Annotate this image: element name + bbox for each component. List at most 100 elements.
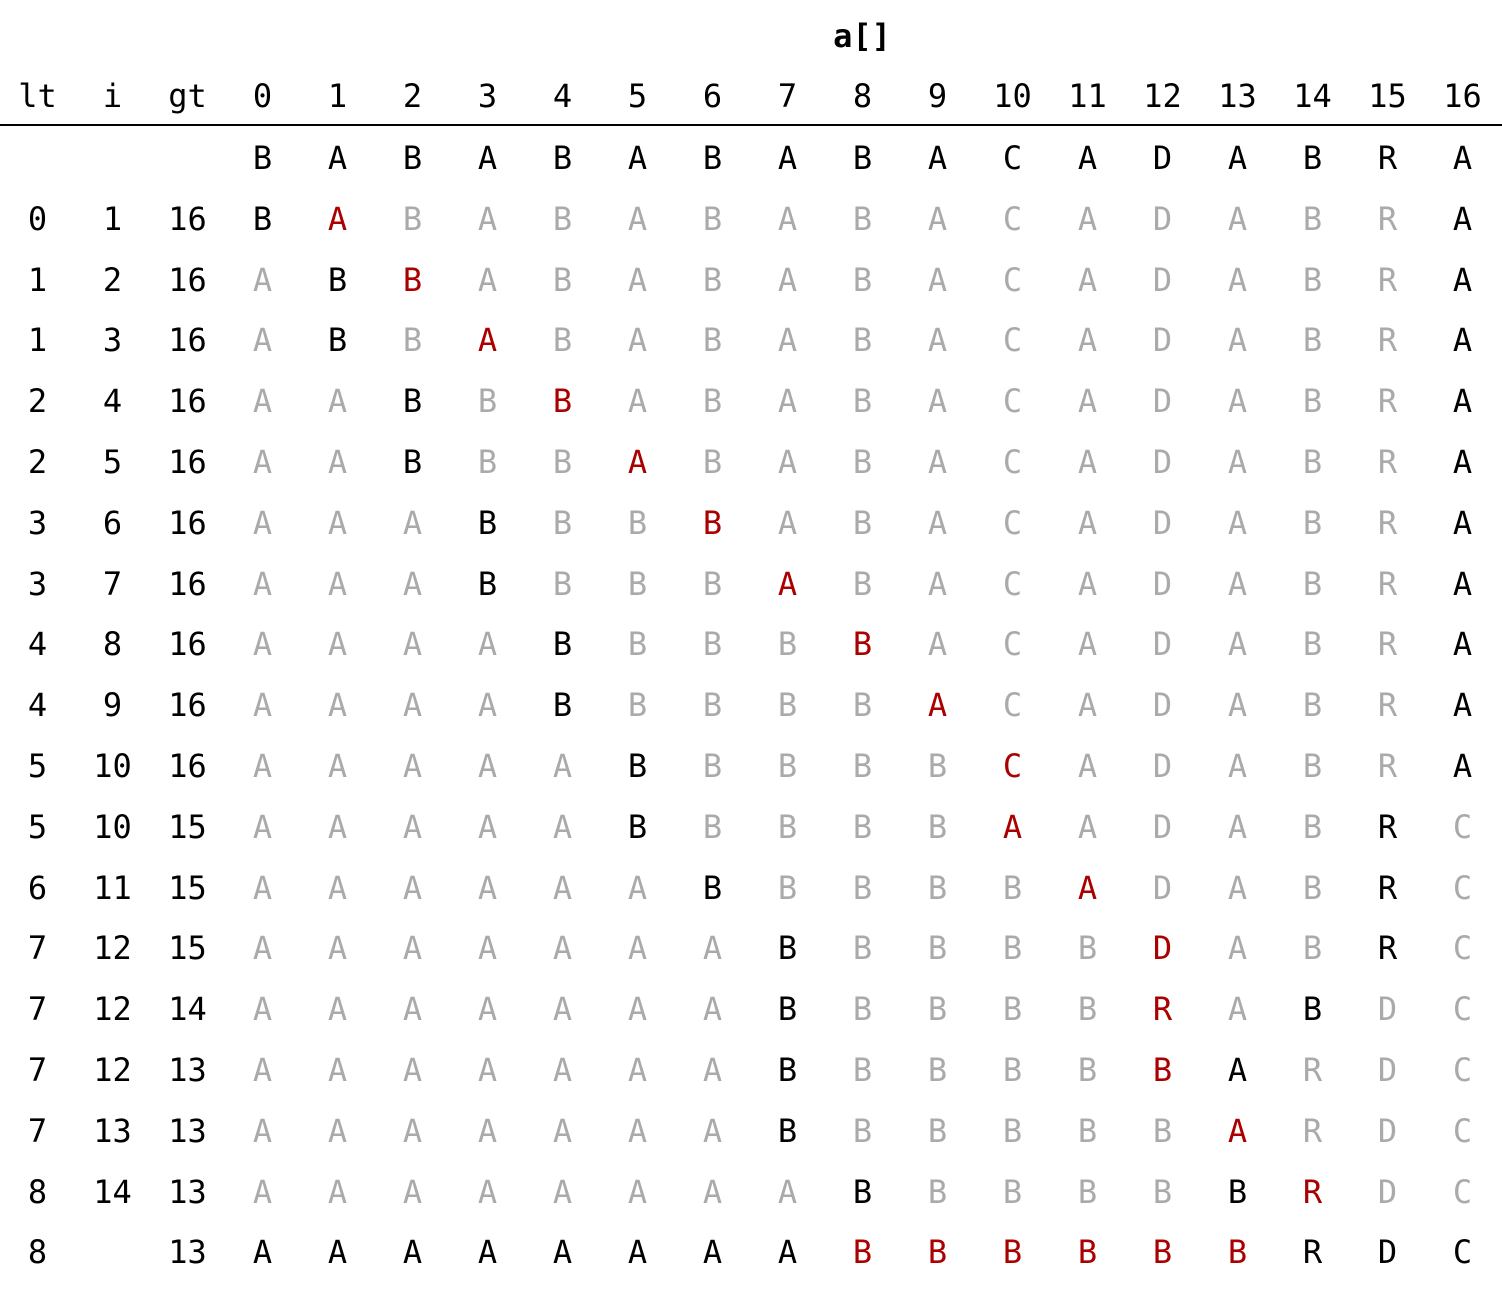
array-cell: C xyxy=(1002,321,1023,360)
array-cell: B xyxy=(252,199,273,238)
array-cell: A xyxy=(927,199,948,238)
array-cell: B xyxy=(1002,990,1023,1029)
array-cell: A xyxy=(1452,503,1473,542)
array-cell: A xyxy=(552,1233,573,1272)
array-cell: B xyxy=(1302,382,1323,421)
array-cell: B xyxy=(852,503,873,542)
array-cell: B xyxy=(1002,868,1023,907)
array-cell: R xyxy=(1377,747,1398,785)
gt-cell: 13 xyxy=(168,1051,207,1089)
array-cell: A xyxy=(1077,443,1098,481)
array-cell: B xyxy=(927,807,948,846)
array-cell: A xyxy=(1077,868,1098,907)
array-cell: A xyxy=(1452,625,1473,664)
array-title: a[] xyxy=(833,17,891,55)
array-cell: A xyxy=(402,625,423,664)
array-cell: B xyxy=(927,990,948,1029)
array-cell: D xyxy=(1152,747,1173,785)
array-cell: B xyxy=(1002,929,1023,968)
array-cell: A xyxy=(402,564,423,603)
lt-cell: 7 xyxy=(27,1051,48,1089)
array-cell: B xyxy=(702,747,723,785)
array-cell: B xyxy=(1302,929,1323,968)
array-cell: A xyxy=(1077,139,1098,177)
array-cell: B xyxy=(702,199,723,238)
array-cell: D xyxy=(1377,990,1398,1029)
i-cell: 13 xyxy=(93,1111,132,1150)
array-cell: B xyxy=(777,990,798,1029)
array-cell: A xyxy=(327,199,348,238)
array-cell: A xyxy=(252,382,273,421)
array-cell: A xyxy=(627,139,648,177)
array-cell: A xyxy=(477,868,498,907)
array-cell: A xyxy=(552,747,573,785)
index-header: 5 xyxy=(627,77,648,115)
array-cell: D xyxy=(1152,625,1173,664)
array-cell: C xyxy=(1452,1233,1473,1272)
array-cell: B xyxy=(1227,1233,1248,1272)
array-cell: B xyxy=(627,564,648,603)
index-header: 12 xyxy=(1143,77,1182,115)
array-cell: A xyxy=(1227,1111,1248,1150)
array-cell: B xyxy=(1302,260,1323,299)
array-cell: A xyxy=(252,1051,273,1089)
array-cell: A xyxy=(702,929,723,968)
array-cell: A xyxy=(927,564,948,603)
array-cell: B xyxy=(852,868,873,907)
array-cell: B xyxy=(1077,990,1098,1029)
array-cell: R xyxy=(1377,321,1398,360)
column-header-lt: lt xyxy=(18,77,57,115)
array-cell: B xyxy=(927,929,948,968)
array-cell: A xyxy=(702,1172,723,1211)
array-cell: B xyxy=(702,625,723,664)
array-cell: B xyxy=(927,1172,948,1211)
index-header: 16 xyxy=(1443,77,1482,115)
array-cell: B xyxy=(627,686,648,725)
array-cell: B xyxy=(1302,807,1323,846)
i-cell: 14 xyxy=(93,1172,132,1211)
array-cell: C xyxy=(1002,260,1023,299)
array-cell: A xyxy=(927,139,948,177)
array-cell: B xyxy=(1302,564,1323,603)
array-cell: A xyxy=(477,139,498,177)
array-cell: A xyxy=(402,747,423,785)
array-cell: B xyxy=(477,382,498,421)
array-cell: D xyxy=(1377,1051,1398,1089)
array-cell: A xyxy=(327,625,348,664)
array-cell: A xyxy=(702,1051,723,1089)
array-cell: B xyxy=(927,1111,948,1150)
lt-cell: 7 xyxy=(27,929,48,968)
array-cell: A xyxy=(1452,443,1473,481)
array-cell: A xyxy=(1077,382,1098,421)
array-cell: B xyxy=(1302,443,1323,481)
index-header: 7 xyxy=(777,77,798,115)
index-header: 2 xyxy=(402,77,423,115)
array-cell: A xyxy=(1227,321,1248,360)
array-cell: B xyxy=(477,503,498,542)
array-cell: B xyxy=(1077,1111,1098,1150)
array-cell: A xyxy=(1227,747,1248,785)
array-cell: B xyxy=(777,807,798,846)
array-cell: C xyxy=(1452,1051,1473,1089)
lt-cell: 6 xyxy=(27,868,48,907)
array-cell: D xyxy=(1152,321,1173,360)
array-cell: A xyxy=(477,321,498,360)
array-cell: C xyxy=(1002,139,1023,177)
array-cell: R xyxy=(1302,1111,1323,1150)
array-cell: A xyxy=(252,990,273,1029)
array-cell: B xyxy=(1002,1233,1023,1272)
array-cell: B xyxy=(1152,1233,1173,1272)
lt-cell: 1 xyxy=(27,260,48,299)
array-cell: D xyxy=(1152,929,1173,968)
lt-cell: 3 xyxy=(27,564,48,603)
lt-cell: 7 xyxy=(27,990,48,1029)
array-cell: C xyxy=(1002,686,1023,725)
array-cell: B xyxy=(927,1233,948,1272)
array-cell: A xyxy=(402,1172,423,1211)
gt-cell: 16 xyxy=(168,199,207,238)
array-cell: D xyxy=(1152,564,1173,603)
array-cell: B xyxy=(852,139,873,177)
array-cell: A xyxy=(777,1233,798,1272)
array-cell: A xyxy=(1077,199,1098,238)
array-cell: B xyxy=(852,686,873,725)
